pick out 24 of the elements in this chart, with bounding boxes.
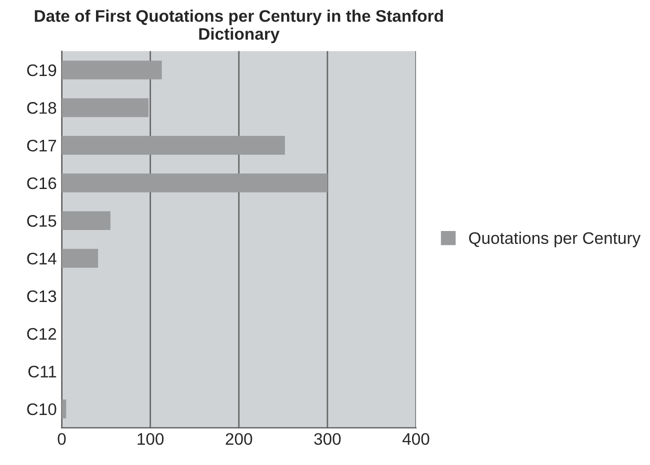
- y-tick-label: C19: [27, 64, 56, 76]
- y-tick-label: C18: [27, 102, 56, 114]
- bar: [62, 98, 149, 118]
- bar: [62, 136, 285, 155]
- bar: [62, 60, 162, 80]
- x-tick-label: 200: [226, 433, 252, 445]
- y-tick-label: C13: [27, 290, 56, 302]
- y-tick-label: C16: [27, 177, 56, 190]
- x-tick-label: 0: [58, 433, 66, 445]
- y-tick-label: C11: [28, 366, 56, 378]
- x-tick-label: 400: [402, 433, 430, 445]
- legend-label: Quotations per Century: [469, 232, 641, 248]
- bar: [62, 211, 110, 230]
- x-tick-label: 300: [314, 433, 341, 445]
- y-tick-label: C17: [27, 140, 56, 152]
- y-tick-label: C15: [27, 215, 56, 227]
- bar: [62, 400, 66, 418]
- y-tick-label: C14: [27, 252, 56, 265]
- y-tick-label: C10: [27, 403, 56, 416]
- x-tick-label: 100: [138, 433, 164, 445]
- bar: [62, 174, 328, 192]
- y-tick-label: C12: [27, 328, 56, 340]
- bar: [62, 248, 98, 268]
- chart-title: Date of First Quotations per Century in the Stanford Dictionary: [34, 10, 443, 44]
